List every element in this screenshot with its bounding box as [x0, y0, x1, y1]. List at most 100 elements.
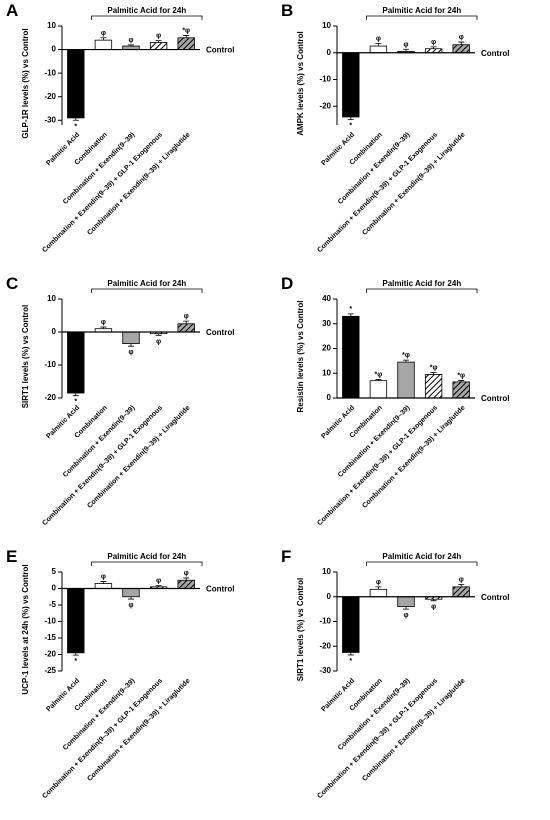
bracket-label: Palmitic Acid for 24h: [382, 6, 461, 15]
error-bar: [128, 343, 134, 347]
panel: B AMPK levels (%) vs Control 10 0 -10 -20 * Pal…: [281, 1, 509, 254]
significance-marker: φ: [101, 30, 106, 37]
significance-marker: *: [349, 306, 352, 313]
bar: [67, 588, 85, 654]
y-tick-label: 0: [327, 393, 332, 402]
error-bar: [347, 116, 354, 121]
error-bar: [100, 37, 107, 41]
bracket: [91, 288, 203, 293]
significance-marker: φ: [431, 39, 436, 46]
bracket: [366, 561, 478, 566]
y-tick-label: 0: [327, 48, 332, 57]
y-tick-label: -20: [319, 101, 331, 110]
error-bar: [100, 581, 107, 584]
error-bar: [458, 41, 465, 45]
bar: [122, 588, 140, 598]
y-tick-label: 10: [322, 21, 331, 30]
bar: [424, 48, 443, 54]
x-tick-label: Combination + Exendin(9–39) + Liraglutid…: [86, 677, 191, 782]
significance-marker: φ: [459, 34, 464, 41]
bar: [369, 588, 388, 598]
y-tick-label: 0: [327, 592, 332, 601]
bracket: [366, 15, 478, 20]
bracket: [366, 288, 478, 293]
y-axis-title: Resistin levels (%) vs Control: [296, 300, 305, 412]
y-tick-label: 10: [47, 294, 56, 303]
significance-marker: φ: [128, 602, 133, 609]
panel-letter: C: [6, 274, 18, 293]
bar: [369, 380, 388, 399]
error-bar: [72, 117, 79, 121]
significance-marker: *φ: [457, 372, 465, 379]
panel: F SIRT1 levels (%) vs Control 10 0 -10 -20 -30…: [281, 547, 509, 800]
y-tick-label: 0: [52, 584, 57, 593]
y-axis-title: GLP-1R levels (%) vs Control: [21, 28, 30, 138]
x-tick-label: Combination + Exendin(9–39) + Liraglutid…: [361, 131, 466, 236]
bar: [94, 39, 113, 50]
significance-marker: φ: [459, 576, 464, 583]
y-tick-label: 20: [322, 344, 331, 353]
y-tick-label: 40: [322, 294, 331, 303]
bar: [67, 331, 85, 394]
bar: [342, 52, 360, 118]
error-bar: [155, 585, 162, 587]
y-tick-label: -10: [44, 617, 56, 626]
error-bar: [430, 46, 437, 49]
bar: [397, 596, 415, 608]
panel: C SIRT1 levels (%) vs Control 10 0 -10 -20 * Pa…: [6, 274, 234, 527]
y-tick-label: -20: [44, 92, 56, 101]
significance-marker: φ: [156, 338, 161, 345]
significance-marker: *φ: [182, 27, 190, 34]
y-tick-label: -15: [44, 633, 56, 642]
y-tick-label: -30: [319, 666, 331, 675]
bar: [122, 331, 140, 344]
error-bar: [430, 599, 437, 602]
y-tick-label: -10: [44, 360, 56, 369]
y-tick-label: -20: [44, 393, 56, 402]
bar: [342, 315, 360, 399]
bar: [424, 374, 443, 399]
y-tick-label: -10: [44, 68, 56, 77]
baseline-label: Control: [206, 328, 234, 337]
significance-marker: *: [349, 123, 352, 130]
y-tick-label: 30: [322, 319, 331, 328]
y-tick-label: -10: [319, 617, 331, 626]
bracket-label: Palmitic Acid for 24h: [107, 552, 186, 561]
y-axis-title: UCP-1 levels at 24h (%) vs Control: [21, 564, 30, 694]
y-tick-label: -10: [319, 75, 331, 84]
error-bar: [458, 583, 465, 587]
significance-marker: *φ: [430, 365, 438, 372]
significance-marker: φ: [403, 612, 408, 619]
error-bar: [128, 596, 134, 600]
x-tick-label: Combination + Exendin(9–39) + Liraglutid…: [361, 677, 466, 782]
error-bar: [375, 586, 382, 590]
y-tick-label: -20: [319, 641, 331, 650]
error-bar: [72, 393, 79, 397]
error-bar: [403, 359, 409, 363]
significance-marker: φ: [376, 579, 381, 586]
significance-marker: *: [74, 399, 77, 406]
significance-marker: φ: [156, 578, 161, 585]
bar: [452, 586, 470, 598]
y-tick-label: -25: [44, 666, 56, 675]
y-tick-label: -30: [44, 115, 56, 124]
significance-marker: *: [349, 658, 352, 665]
significance-marker: *φ: [402, 352, 410, 359]
bracket: [91, 15, 203, 20]
error-bar: [183, 35, 190, 38]
y-axis-title: SIRT1 levels (%) vs Control: [296, 578, 305, 682]
y-tick-label: 0: [52, 327, 57, 336]
y-axis-title: AMPK levels (%) vs Control: [296, 31, 305, 135]
error-bar: [375, 379, 382, 381]
y-tick-label: 5: [52, 567, 57, 576]
x-tick-label: Combination + Exendin(9–39) + Liraglutid…: [86, 131, 191, 236]
panel-letter: A: [6, 1, 18, 20]
error-bar: [458, 380, 465, 382]
bar: [94, 583, 113, 589]
panel-letter: F: [281, 547, 291, 566]
panel-letter: D: [281, 274, 293, 293]
bar: [397, 361, 415, 399]
bar: [452, 381, 470, 399]
